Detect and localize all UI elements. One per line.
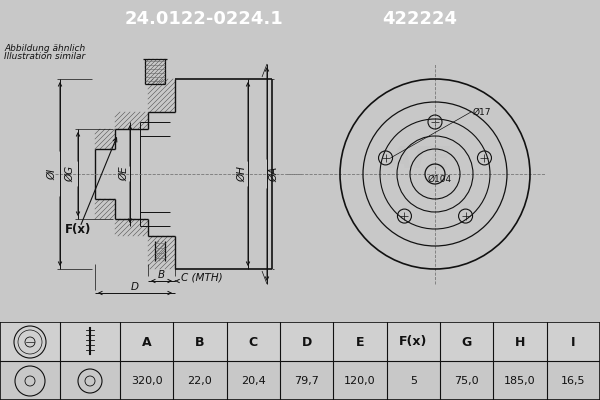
Text: F(x): F(x) — [65, 222, 91, 236]
Text: A: A — [142, 336, 151, 348]
Text: 422224: 422224 — [383, 10, 458, 28]
Text: 79,7: 79,7 — [294, 376, 319, 386]
Text: ØH: ØH — [237, 166, 247, 182]
Bar — [120, 322, 600, 361]
Text: B: B — [195, 336, 205, 348]
Text: G: G — [461, 336, 472, 348]
Text: E: E — [356, 336, 364, 348]
Text: ATE: ATE — [389, 144, 451, 174]
Text: Ø17: Ø17 — [473, 108, 491, 116]
Text: ØE: ØE — [119, 167, 129, 181]
Text: Ø104: Ø104 — [428, 174, 452, 184]
Text: 185,0: 185,0 — [504, 376, 536, 386]
Text: ØI: ØI — [47, 168, 57, 180]
Text: I: I — [571, 336, 575, 348]
Text: D: D — [302, 336, 312, 348]
Bar — [90, 72, 290, 292]
Text: 24.0122-0224.1: 24.0122-0224.1 — [125, 10, 283, 28]
Text: 75,0: 75,0 — [454, 376, 479, 386]
Text: B: B — [158, 270, 165, 280]
Text: Abbildung ähnlich: Abbildung ähnlich — [4, 44, 85, 53]
Text: D: D — [131, 282, 139, 292]
Text: 20,4: 20,4 — [241, 376, 266, 386]
Bar — [0, 322, 120, 361]
Bar — [330, 72, 545, 292]
Text: 22,0: 22,0 — [188, 376, 212, 386]
Text: ØA: ØA — [269, 166, 279, 182]
Text: 5: 5 — [410, 376, 417, 386]
Text: 320,0: 320,0 — [131, 376, 163, 386]
Text: 120,0: 120,0 — [344, 376, 376, 386]
Text: C: C — [249, 336, 258, 348]
Text: C (MTH): C (MTH) — [181, 273, 223, 283]
Text: F(x): F(x) — [399, 336, 428, 348]
Text: ØG: ØG — [65, 166, 75, 182]
Text: Illustration similar: Illustration similar — [4, 52, 85, 61]
Text: 16,5: 16,5 — [561, 376, 586, 386]
Text: H: H — [515, 336, 525, 348]
